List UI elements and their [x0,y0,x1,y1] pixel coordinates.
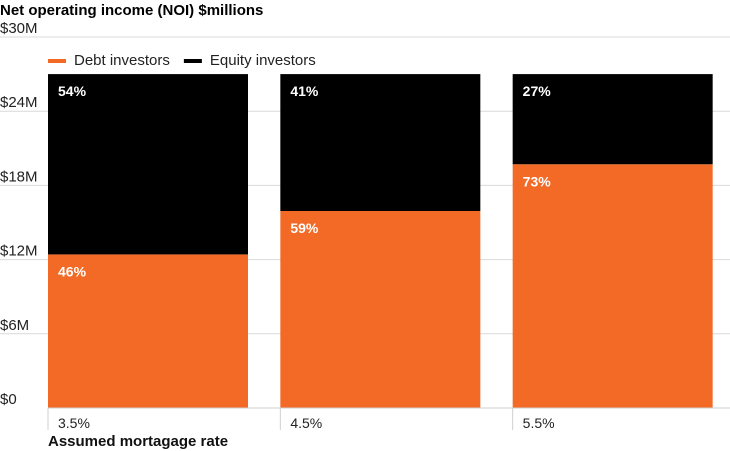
bar-equity-0 [48,74,248,255]
y-axis-ticks: $0 $6M $12M $18M $24M $30M [0,20,38,408]
data-label: 41% [290,83,319,99]
x-tick-label: 5.5% [523,415,555,431]
y-tick-label: $18M [0,168,38,185]
legend-swatch [183,59,202,63]
data-label: 46% [58,263,87,279]
data-label: 54% [58,83,87,99]
bar-equity-1 [280,74,481,211]
y-tick-label: $12M [0,243,38,260]
bar-equity-2 [512,74,713,165]
legend-label: Equity investors [210,52,316,69]
x-axis-label: Assumed mortagage rate [48,433,228,450]
legend-swatch [48,59,66,63]
bar-debt-1 [280,210,481,408]
x-tick-label: 3.5% [58,415,90,431]
legend: Debt investors Equity investors [44,47,340,71]
bar-debt-2 [512,164,713,408]
data-label: 73% [523,173,552,189]
bar-debt-0 [48,254,248,408]
y-tick-label: $0 [0,391,17,408]
y-tick-label: $30M [0,20,38,37]
data-label: 59% [290,220,319,236]
y-tick-label: $6M [0,317,29,334]
chart-title: Net operating income (NOI) $millions [0,2,263,19]
legend-label: Debt investors [74,52,170,69]
bars: 46% 54% 59% 41% 73% 27% [48,74,713,408]
data-label: 27% [523,83,552,99]
x-axis: 3.5% 4.5% 5.5% [47,407,730,431]
x-tick-label: 4.5% [290,415,322,431]
y-tick-label: $24M [0,94,38,111]
